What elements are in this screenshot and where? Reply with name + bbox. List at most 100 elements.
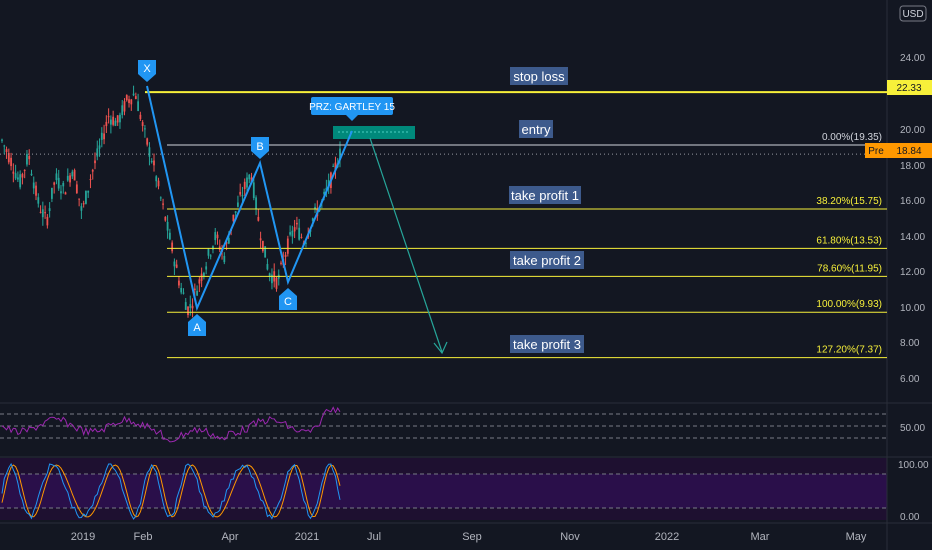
projection-arrow-line[interactable] — [369, 137, 443, 353]
candle-body — [46, 216, 49, 226]
candle-body — [144, 128, 146, 130]
time-label: Feb — [134, 531, 153, 543]
candle-body — [162, 203, 164, 205]
candle-body — [334, 162, 337, 171]
candle-body — [62, 182, 65, 187]
price-tick: 12.00 — [900, 267, 925, 278]
candle-body — [159, 197, 162, 199]
candle-body — [107, 116, 110, 118]
stoch-k-line[interactable] — [1, 462, 341, 520]
rsi-axis-tick: 50.00 — [900, 423, 925, 434]
candle-body — [48, 208, 51, 212]
candle-body — [300, 236, 303, 238]
time-label: 2021 — [295, 531, 319, 543]
candle-body — [155, 176, 158, 182]
candle-body — [187, 306, 189, 316]
candle-body — [271, 274, 273, 284]
fib-level-label: 78.60%(11.95) — [817, 263, 882, 274]
candle-body — [237, 202, 239, 207]
stoch-axis-tick-top: 100.00 — [898, 460, 929, 471]
candle-body — [193, 288, 196, 291]
candle-body — [16, 177, 19, 180]
candle-body — [246, 177, 248, 188]
price-tick: 16.00 — [900, 196, 925, 207]
annotation-tp2[interactable]: take profit 2 — [510, 251, 584, 269]
candle-body — [41, 209, 44, 218]
candle-body — [91, 169, 94, 172]
candle-body — [98, 145, 101, 149]
candle-body — [293, 227, 296, 232]
pattern-point-x[interactable]: X — [138, 60, 156, 82]
candle-body — [157, 180, 160, 187]
candle-body — [259, 238, 262, 241]
rsi-line[interactable] — [1, 406, 341, 443]
current-price-text: 18.84 — [896, 146, 921, 157]
candle-body — [87, 190, 90, 193]
candle-body — [57, 177, 60, 189]
candle-body — [180, 287, 183, 293]
time-label: May — [846, 531, 867, 543]
candle-body — [85, 191, 87, 204]
candle-body — [78, 198, 81, 200]
price-tick: 6.00 — [900, 374, 920, 385]
candle-body — [305, 242, 307, 244]
candle-body — [164, 216, 167, 221]
candle-body — [55, 173, 58, 181]
annotation-tp3[interactable]: take profit 3 — [510, 335, 584, 353]
fib-levels[interactable]: 0.00%(19.35) 38.20%(15.75) 61.80%(13.53) 78… — [167, 132, 887, 359]
pattern-label-b: B — [256, 141, 263, 153]
annotation-entry[interactable]: entry — [519, 120, 553, 138]
pattern-point-a[interactable]: A — [188, 314, 206, 336]
candle-body — [121, 105, 124, 115]
candle-body — [311, 218, 314, 222]
annotation-tp1[interactable]: take profit 1 — [509, 186, 581, 204]
price-axis[interactable]: 24.00 20.00 18.00 16.00 14.00 12.00 10.0… — [900, 53, 925, 385]
candle-body — [116, 115, 119, 123]
fib-level-label: 61.80%(13.53) — [816, 235, 882, 246]
candle-body — [200, 273, 203, 281]
gartley-pattern-lines[interactable] — [146, 85, 353, 312]
pattern-label-a: A — [193, 322, 201, 334]
candle-body — [96, 148, 99, 157]
candle-body — [196, 290, 198, 296]
candle-body — [332, 165, 335, 167]
annotation-tp2-text: take profit 2 — [513, 253, 581, 268]
pattern-label-x: X — [143, 63, 151, 75]
prz-label[interactable]: PRZ: GARTLEY 15 — [309, 97, 395, 121]
time-axis[interactable]: 2019 Feb Apr 2021 Jul Sep Nov 2022 Mar M… — [71, 531, 867, 543]
candle-body — [216, 234, 219, 239]
pattern-point-c[interactable]: C — [279, 288, 297, 310]
pattern-point-b[interactable]: B — [251, 137, 269, 159]
currency-button[interactable]: USD — [899, 5, 927, 22]
candle-body — [141, 122, 144, 126]
candle-body — [189, 304, 192, 308]
candle-body — [264, 246, 267, 258]
time-label: Jul — [367, 531, 381, 543]
candle-body — [175, 264, 178, 268]
fib-level-label: 100.00%(9.93) — [816, 299, 882, 310]
candle-body — [225, 242, 228, 244]
candle-body — [119, 114, 121, 123]
projection-arrow-head — [433, 341, 448, 355]
candle-body — [10, 157, 12, 167]
candle-body — [80, 206, 83, 211]
candle-body — [232, 214, 235, 222]
fib-level-label: 0.00%(19.35) — [822, 132, 882, 143]
candle-body — [109, 119, 112, 125]
candle-body — [289, 232, 291, 235]
candle-body — [171, 242, 174, 252]
candle-body — [112, 116, 115, 125]
candlestick-series[interactable] — [1, 85, 341, 318]
price-tick: 10.00 — [900, 303, 925, 314]
candle-body — [295, 222, 298, 225]
annotation-tp3-text: take profit 3 — [513, 337, 581, 352]
fib-level-label: 38.20%(15.75) — [816, 196, 882, 207]
candle-body — [73, 170, 76, 181]
candle-body — [71, 171, 74, 177]
candle-body — [130, 99, 133, 105]
candle-body — [202, 272, 205, 277]
annotation-stop-loss[interactable]: stop loss — [510, 67, 568, 85]
candle-body — [234, 211, 237, 213]
candle-body — [3, 145, 6, 147]
